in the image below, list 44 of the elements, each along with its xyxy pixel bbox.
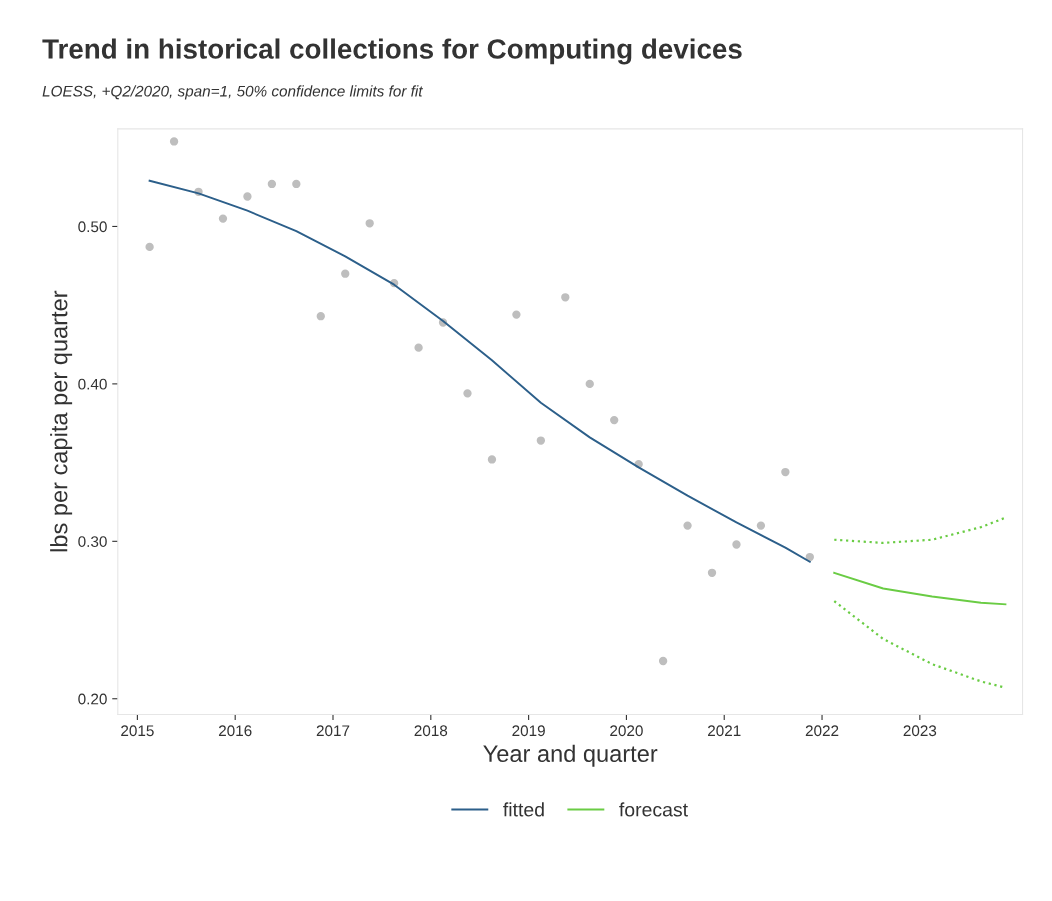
point	[756, 521, 766, 530]
point	[707, 568, 717, 577]
y-axis-title: lbs per capita per quarter	[50, 290, 73, 552]
point	[512, 310, 521, 319]
x-tick-label: 2018	[414, 725, 448, 737]
x-tick-label: 2017	[316, 725, 350, 737]
y-tick-label: 0.40	[78, 378, 107, 390]
point	[683, 521, 692, 530]
point	[487, 455, 497, 464]
x-tick-label: 2020	[610, 725, 643, 737]
line-series	[833, 516, 1007, 544]
point	[145, 242, 154, 252]
y-tick-label: 0.20	[78, 693, 107, 705]
x-tick-label: 2019	[512, 725, 545, 737]
point	[585, 379, 594, 389]
x-tick-label: 2021	[708, 725, 741, 737]
point	[267, 179, 277, 189]
x-tick-label: 2023	[903, 725, 937, 737]
point	[316, 312, 325, 321]
x-tick-label: 2022	[805, 725, 839, 737]
x-axis-title: Year and quarter	[483, 744, 658, 767]
x-tick-label: 2016	[218, 725, 252, 737]
point	[243, 192, 252, 201]
point	[414, 343, 423, 352]
point	[561, 293, 570, 302]
line-series	[833, 571, 1007, 606]
chart-subtitle: LOESS, +Q2/2020, span=1, 50% confidence limits for fit	[42, 85, 424, 100]
point	[781, 467, 790, 477]
y-tick-label: 0.50	[78, 221, 107, 233]
point	[610, 415, 619, 425]
point	[218, 214, 228, 223]
legend-label: forecast	[619, 802, 688, 817]
point	[365, 219, 374, 228]
point	[658, 656, 668, 666]
point	[536, 436, 546, 445]
point	[463, 389, 472, 398]
x-tick-label: 2015	[121, 725, 154, 737]
point	[732, 540, 741, 549]
point	[292, 179, 301, 189]
chart-title: Trend in historical collections for Computing devices	[42, 38, 742, 65]
point	[169, 137, 179, 146]
point	[341, 269, 350, 278]
legend-label: fitted	[503, 802, 544, 817]
y-tick-label: 0.30	[78, 536, 107, 547]
